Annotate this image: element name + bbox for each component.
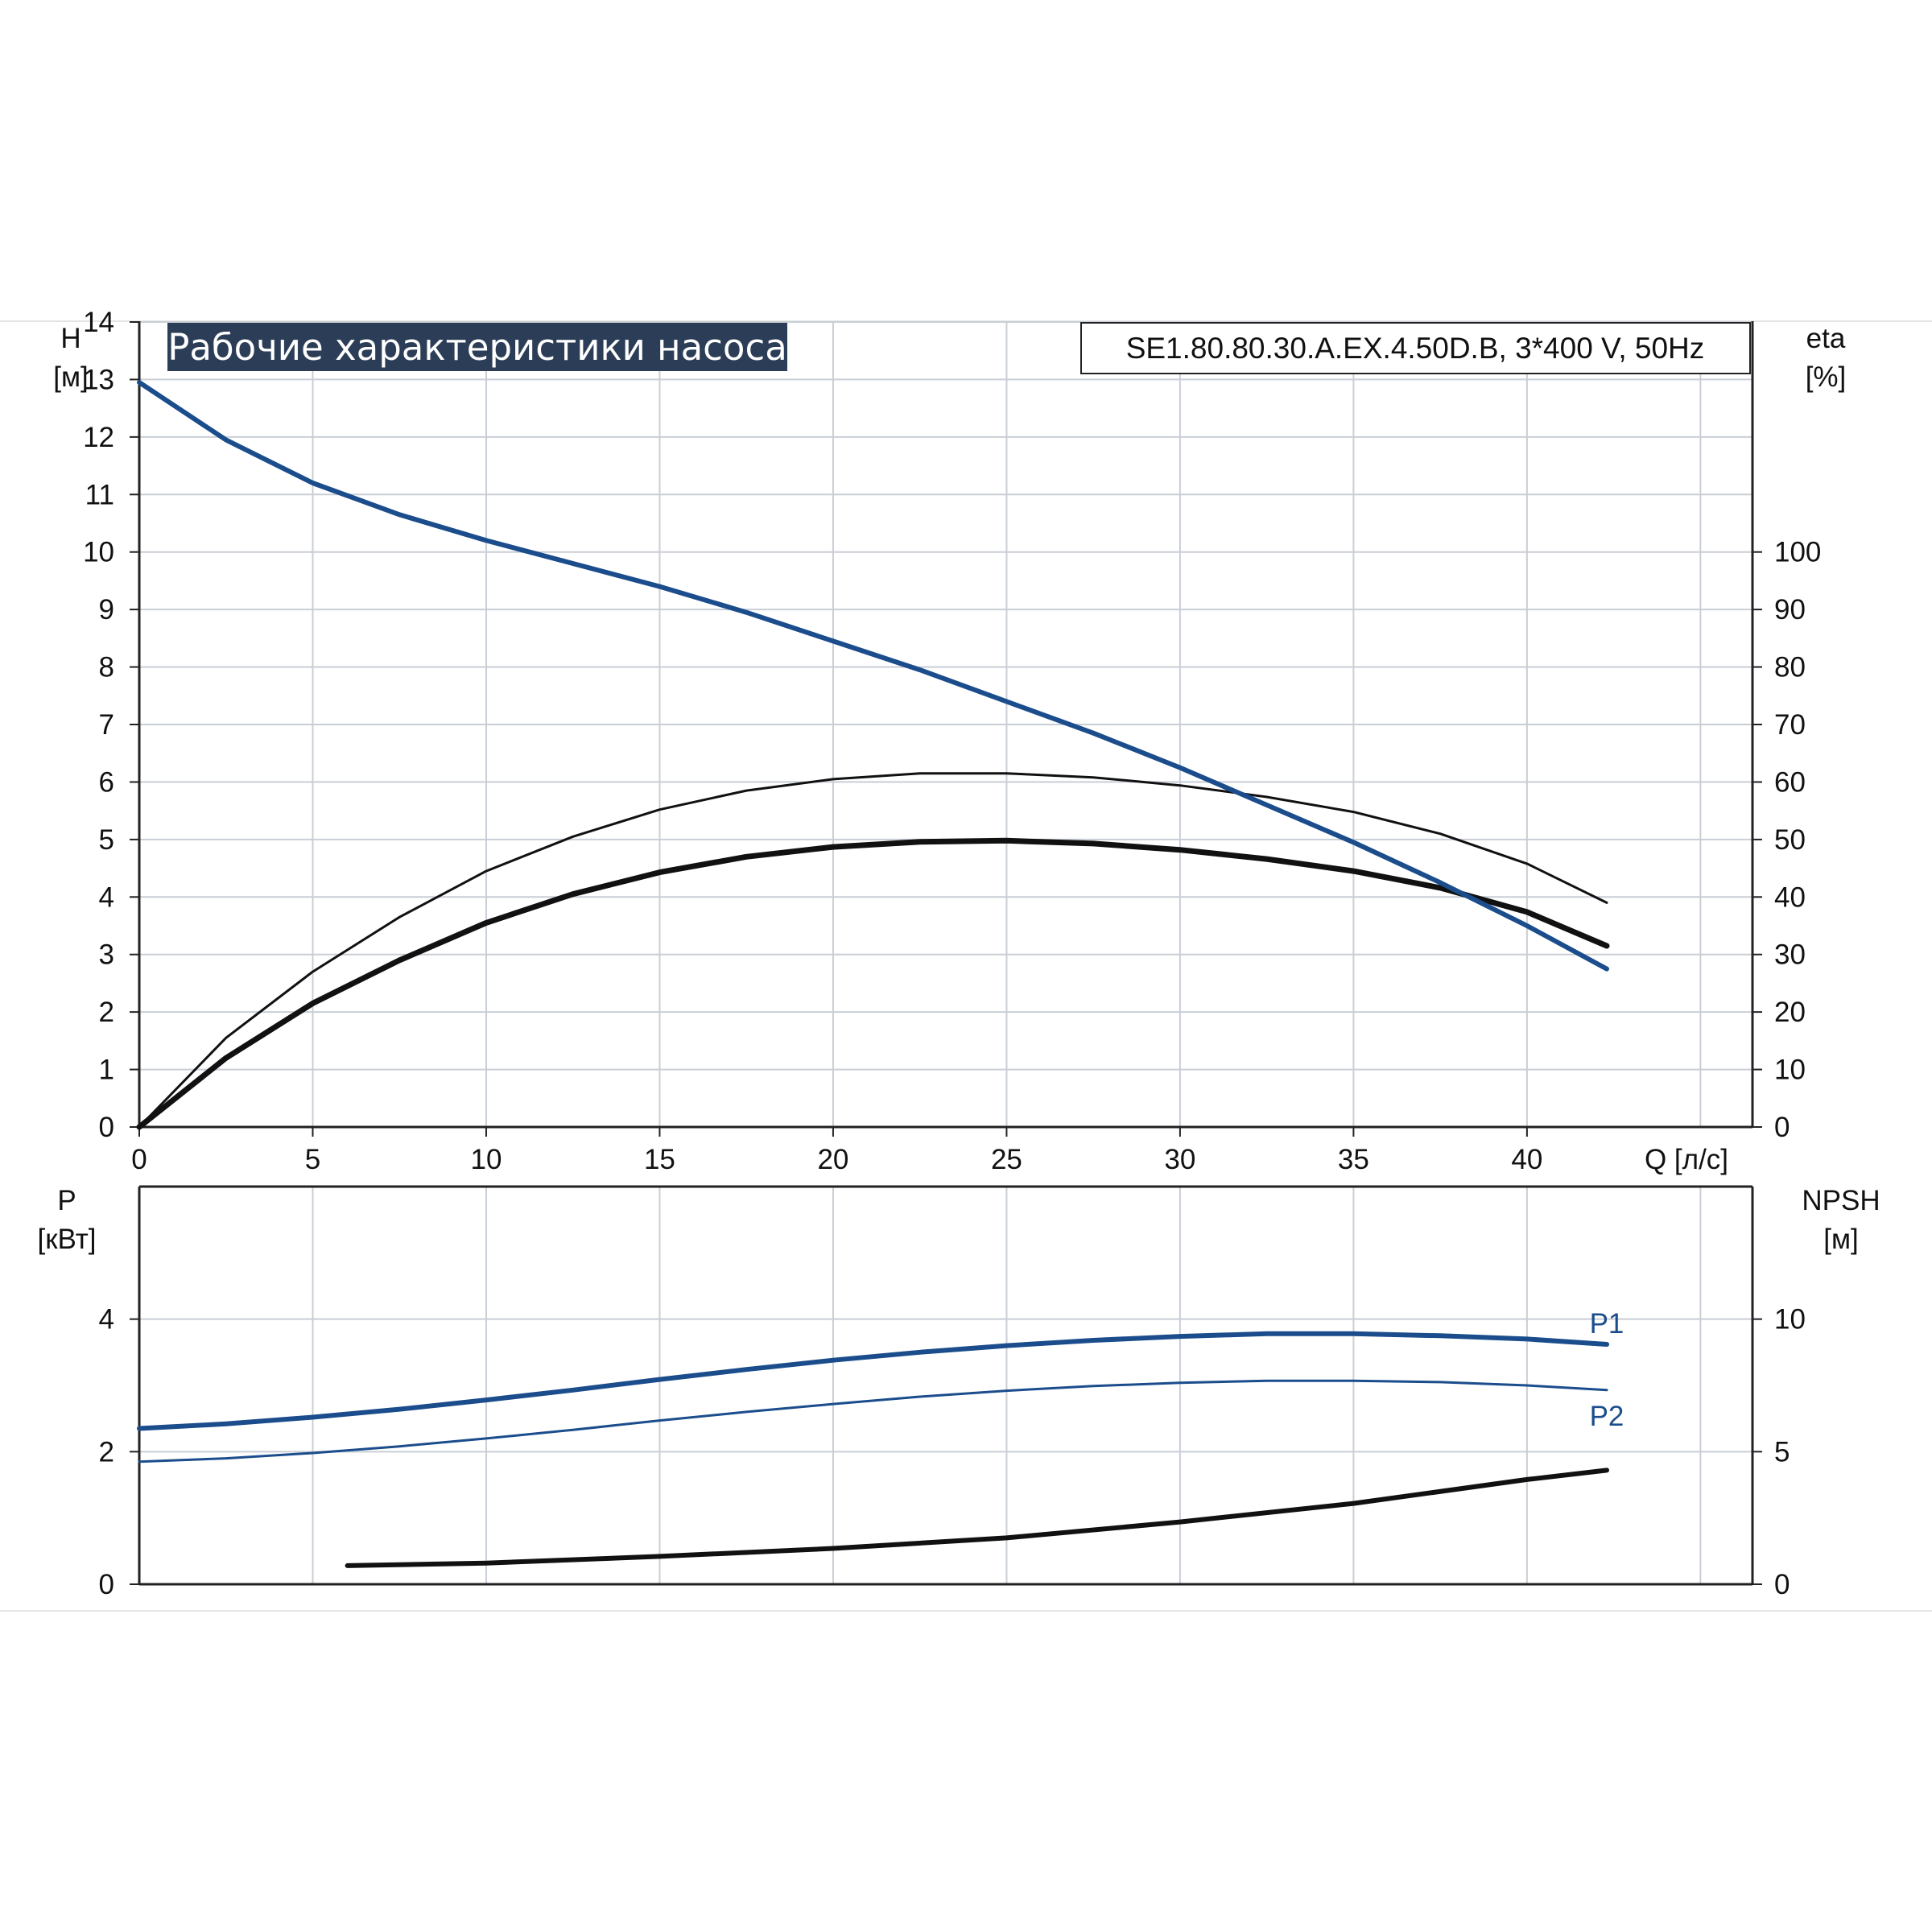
pump-model-label: SE1.80.80.30.A.EX.4.50D.B, 3*400 V, 50Hz [1126, 332, 1705, 365]
power-p2-curve [138, 1379, 1608, 1463]
eta-tick-label: 70 [1774, 709, 1806, 741]
h-tick-label: 10 [83, 537, 114, 568]
npsh-tick-label: 10 [1774, 1304, 1806, 1335]
model-box [1080, 322, 1751, 374]
power-p1-curve [137, 1331, 1609, 1431]
h-tick-label: 13 [83, 364, 114, 395]
eta-tick-label: 10 [1774, 1055, 1806, 1086]
eta-tick-label: 60 [1774, 766, 1806, 798]
p-tick-label: 4 [99, 1304, 114, 1335]
h-axis-label: H [60, 323, 80, 354]
bottom-panel-series: P1 P2 [137, 1308, 1624, 1568]
eta-tick-label: 90 [1774, 594, 1806, 625]
h-tick-label: 8 [99, 652, 114, 683]
h-tick-label: 4 [99, 881, 114, 913]
h-tick-label: 12 [83, 422, 114, 453]
p-tick-label: 2 [99, 1436, 114, 1468]
eta-axis-label: eta [1806, 323, 1846, 354]
h-tick-label: 9 [99, 594, 114, 625]
eta-tick-label: 80 [1774, 652, 1806, 683]
title-box [167, 323, 787, 371]
h-tick-label: 1 [99, 1055, 114, 1086]
chart-title: Рабочие характеристики насоса [167, 326, 787, 369]
bottom-panel-tick-labels: 0 2 4 0 5 10 [99, 1304, 1806, 1600]
eta-tick-label: 40 [1774, 881, 1806, 913]
p-axis-unit: [кВт] [38, 1224, 97, 1255]
h-tick-label: 5 [99, 824, 114, 856]
head-curve [137, 380, 1609, 972]
eta-tick-label: 50 [1774, 824, 1806, 856]
eta-tick-label: 30 [1774, 939, 1806, 971]
q-tick-label: 30 [1164, 1144, 1195, 1175]
eta-tick-label: 20 [1774, 997, 1806, 1028]
q-axis-label: Q [л/с] [1645, 1144, 1728, 1175]
h-tick-label: 11 [85, 479, 114, 510]
npsh-curve [345, 1468, 1609, 1568]
q-tick-label: 40 [1511, 1144, 1542, 1175]
q-tick-label: 10 [470, 1144, 502, 1175]
p-axis-label: P [57, 1185, 76, 1216]
series-label-p2: P2 [1590, 1401, 1624, 1432]
p-tick-label: 0 [99, 1569, 114, 1600]
top-panel-grid [139, 321, 1752, 1127]
top-panel-series [136, 380, 1610, 1130]
h-tick-label: 3 [99, 939, 114, 971]
npsh-axis-label: NPSH [1802, 1185, 1880, 1216]
npsh-tick-label: 5 [1774, 1436, 1790, 1468]
q-tick-label: 35 [1338, 1144, 1369, 1175]
eta-tick-label: 100 [1774, 537, 1821, 568]
h-tick-label: 6 [99, 766, 114, 798]
q-tick-label: 15 [644, 1144, 675, 1175]
h-axis-unit: [м] [53, 361, 89, 393]
h-tick-label: 2 [99, 997, 114, 1028]
series-label-p1: P1 [1590, 1308, 1624, 1340]
npsh-axis-unit: [м] [1823, 1224, 1859, 1255]
h-tick-label: 14 [83, 307, 114, 338]
q-tick-label: 5 [305, 1144, 320, 1175]
q-tick-label: 20 [817, 1144, 848, 1175]
h-tick-label: 0 [99, 1112, 114, 1143]
eta-tick-label: 0 [1774, 1112, 1790, 1143]
efficiency-curve-pump [138, 772, 1608, 1129]
h-tick-label: 7 [99, 709, 114, 741]
npsh-tick-label: 0 [1774, 1569, 1790, 1600]
q-tick-label: 0 [131, 1144, 147, 1175]
q-tick-label: 25 [991, 1144, 1022, 1175]
eta-axis-unit: [%] [1806, 361, 1847, 393]
efficiency-curve-total [136, 837, 1610, 1130]
top-panel-tick-labels: 0123456789101112131401020304050607080901… [83, 307, 1821, 1175]
